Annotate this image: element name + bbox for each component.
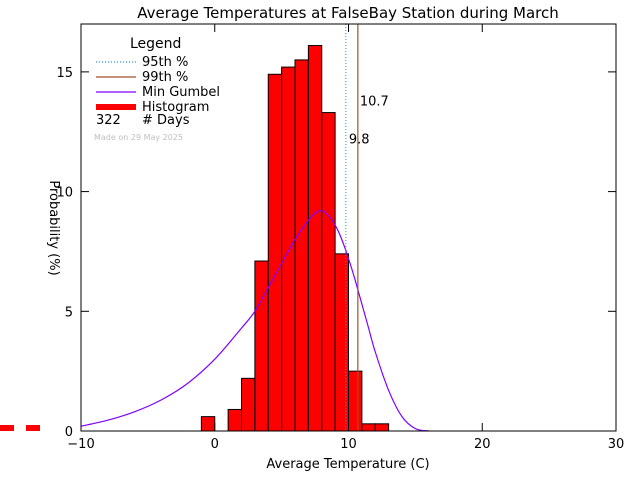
x-axis-label: Average Temperature (C) [266,457,429,472]
histogram-bar [241,377,256,432]
legend-item-label: Histogram [142,100,209,115]
y-tick-label: 10 [56,186,73,201]
y-axis-label: Probability (%) [46,180,61,275]
left-edge-dash-2 [26,425,40,431]
histogram-bar [254,260,269,432]
percentile-99-label: 10.7 [360,94,389,109]
x-tick-label: 20 [474,437,491,452]
y-tick-label: 5 [65,305,73,320]
y-tick-label: 15 [56,66,73,81]
y-axis-ticks: 0 5 10 15 [56,66,616,440]
histogram-bar [348,370,363,432]
left-edge-dash-1 [0,425,14,431]
y-tick-label: 0 [65,425,73,440]
min-gumbel-curve [80,210,429,432]
legend-item-label: Min Gumbel [142,85,220,100]
x-tick-label: 0 [211,437,219,452]
histogram-bars [200,45,390,432]
x-tick-label: −10 [67,437,94,452]
histogram-bar [361,423,376,432]
legend-days-label: # Days [142,113,190,128]
x-tick-label: 10 [340,437,357,452]
histogram-bar [227,408,242,432]
histogram-bar [294,59,309,432]
histogram-bar [334,253,349,432]
x-axis-ticks: −10 0 10 20 30 [67,24,624,452]
histogram-bar [321,112,336,432]
legend-item-label: 95th % [142,55,188,70]
histogram-bar [267,73,283,432]
histogram-bar [200,416,216,432]
legend-item-label: 99th % [142,70,188,85]
chart-title: Average Temperatures at FalseBay Station… [137,4,559,22]
percentile-95-label: 9.8 [349,133,370,148]
made-on-note: Made on 29 May 2025 [94,133,183,142]
legend-title: Legend [130,36,181,52]
legend-days-count: 322 [96,113,121,128]
histogram-bar [281,66,296,432]
x-tick-label: 30 [608,437,625,452]
histogram-bar [374,423,390,432]
histogram-bar [307,45,323,432]
